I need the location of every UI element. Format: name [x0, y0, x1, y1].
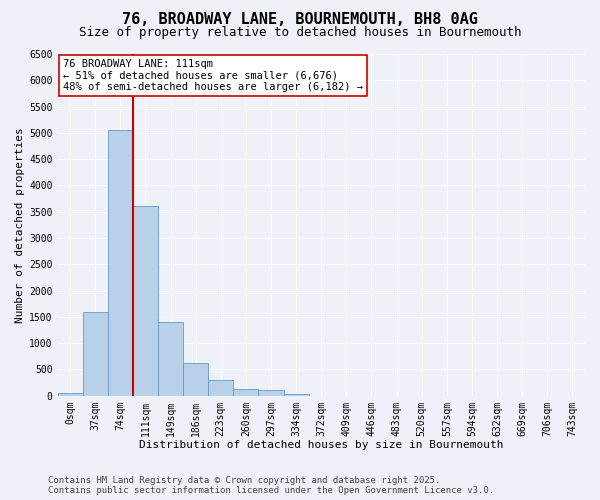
Bar [284, 394, 309, 396]
Text: Contains HM Land Registry data © Crown copyright and database right 2025.
Contai: Contains HM Land Registry data © Crown c… [48, 476, 494, 495]
Text: 76 BROADWAY LANE: 111sqm
← 51% of detached houses are smaller (6,676)
48% of sem: 76 BROADWAY LANE: 111sqm ← 51% of detach… [63, 59, 363, 92]
Text: Size of property relative to detached houses in Bournemouth: Size of property relative to detached ho… [79, 26, 521, 39]
Y-axis label: Number of detached properties: Number of detached properties [15, 127, 25, 322]
Bar [108, 130, 133, 396]
Bar [259, 390, 284, 396]
Bar [83, 312, 108, 396]
Bar [133, 206, 158, 396]
Bar [208, 380, 233, 396]
Bar [58, 392, 83, 396]
Bar [183, 363, 208, 396]
X-axis label: Distribution of detached houses by size in Bournemouth: Distribution of detached houses by size … [139, 440, 503, 450]
Bar [233, 389, 259, 396]
Bar [158, 322, 183, 396]
Text: 76, BROADWAY LANE, BOURNEMOUTH, BH8 0AG: 76, BROADWAY LANE, BOURNEMOUTH, BH8 0AG [122, 12, 478, 28]
